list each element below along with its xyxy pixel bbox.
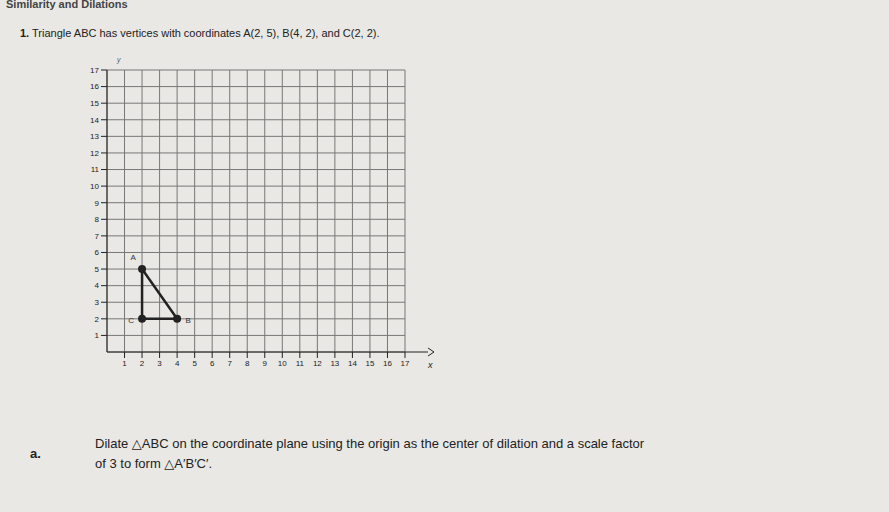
svg-text:12: 12 bbox=[313, 359, 322, 368]
svg-text:B: B bbox=[185, 316, 190, 325]
svg-text:5: 5 bbox=[192, 359, 197, 368]
svg-text:15: 15 bbox=[90, 99, 99, 108]
svg-text:10: 10 bbox=[278, 359, 287, 368]
svg-text:10: 10 bbox=[90, 182, 99, 191]
svg-text:3: 3 bbox=[157, 359, 162, 368]
svg-text:9: 9 bbox=[95, 199, 100, 208]
svg-text:8: 8 bbox=[245, 359, 250, 368]
svg-text:4: 4 bbox=[95, 281, 100, 290]
svg-text:11: 11 bbox=[91, 165, 100, 174]
html-text:1. Triangle ABC has vertices w: 1. Triangle ABC has vertices with coordi… bbox=[20, 27, 380, 39]
svg-text:7: 7 bbox=[95, 232, 100, 241]
html-text:x: x bbox=[428, 360, 433, 370]
html-text:a.: a. bbox=[30, 446, 41, 461]
svg-text:3: 3 bbox=[95, 298, 100, 307]
svg-text:13: 13 bbox=[90, 132, 99, 141]
svg-text:2: 2 bbox=[140, 359, 145, 368]
svg-text:C: C bbox=[128, 316, 134, 325]
svg-text:17: 17 bbox=[90, 66, 99, 75]
svg-text:14: 14 bbox=[90, 116, 99, 125]
svg-text:6: 6 bbox=[95, 248, 100, 257]
svg-text:14: 14 bbox=[348, 359, 357, 368]
svg-text:16: 16 bbox=[90, 82, 99, 91]
html-text:Dilate △ABC on the coordinate: Dilate △ABC on the coordinate plane usin… bbox=[95, 436, 645, 451]
svg-text:6: 6 bbox=[210, 359, 215, 368]
svg-text:8: 8 bbox=[95, 215, 100, 224]
svg-text:4: 4 bbox=[175, 359, 180, 368]
svg-text:17: 17 bbox=[401, 359, 410, 368]
svg-text:11: 11 bbox=[296, 359, 305, 368]
svg-text:13: 13 bbox=[330, 359, 339, 368]
svg-text:A: A bbox=[130, 253, 136, 262]
svg-text:12: 12 bbox=[90, 149, 99, 158]
svg-text:1: 1 bbox=[95, 331, 100, 340]
svg-text:2: 2 bbox=[95, 315, 100, 324]
svg-text:1: 1 bbox=[122, 359, 127, 368]
svg-text:9: 9 bbox=[263, 359, 268, 368]
svg-text:15: 15 bbox=[365, 359, 374, 368]
html-text:y: y bbox=[117, 56, 121, 63]
svg-text:16: 16 bbox=[383, 359, 392, 368]
svg-text:5: 5 bbox=[95, 265, 100, 274]
svg-text:7: 7 bbox=[227, 359, 232, 368]
html-text:of 3 to form △A′B′C′.: of 3 to form △A′B′C′. bbox=[95, 456, 212, 471]
